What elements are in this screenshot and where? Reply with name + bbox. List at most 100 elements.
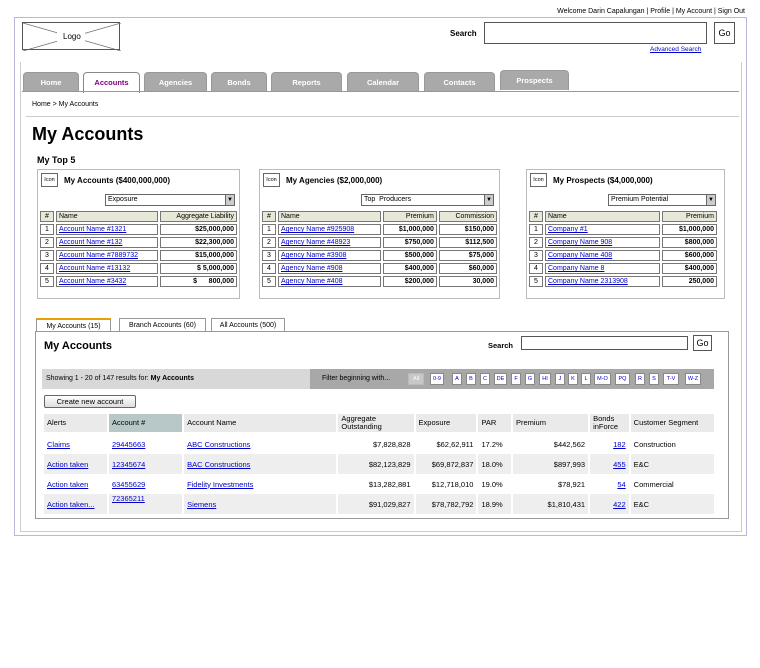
tab-branch-accounts[interactable]: Branch Accounts (60) xyxy=(119,318,206,332)
col-header-aggregate-outstanding[interactable]: Aggregate Outstanding xyxy=(338,414,414,434)
panel-search-go-button[interactable]: Go xyxy=(693,335,712,351)
account-name-link[interactable]: Siemens xyxy=(187,499,217,509)
filter-de[interactable]: DE xyxy=(494,373,507,385)
welcome-text: Welcome Darin Capalungan xyxy=(557,8,645,15)
my-account-link[interactable]: My Account xyxy=(675,8,713,15)
col-header-alerts[interactable]: Alerts xyxy=(44,414,107,434)
filter-c[interactable]: C xyxy=(480,373,490,385)
bonds-inforce-link[interactable]: 422 xyxy=(613,499,626,509)
company-link[interactable]: Company Name 8 xyxy=(548,265,605,272)
col-header-bonds-inforce[interactable]: Bonds inForce xyxy=(590,414,629,434)
company-link[interactable]: Company Name 908 xyxy=(548,239,613,246)
row-number: 4 xyxy=(40,263,54,274)
account-number-link[interactable]: 12345674 xyxy=(111,459,146,469)
company-link[interactable]: Company Name 408 xyxy=(548,252,613,259)
alert-link[interactable]: Action taken... xyxy=(47,499,95,509)
customer-segment: E&C xyxy=(630,454,714,474)
panel-search-input[interactable] xyxy=(521,336,688,350)
top-prospects-table: # Name Premium 1 Company #1 $1,000,000 2 Co… xyxy=(527,209,719,289)
account-number-link[interactable]: 72365211 xyxy=(111,494,145,503)
bonds-inforce-link[interactable]: 455 xyxy=(613,459,626,469)
tab-agencies[interactable]: Agencies xyxy=(144,72,207,92)
row-number: 1 xyxy=(262,224,276,235)
breadcrumb[interactable]: Home > My Accounts xyxy=(32,101,99,108)
bonds-inforce-link[interactable]: 182 xyxy=(613,439,626,449)
col-header: Premium xyxy=(383,211,437,222)
account-link[interactable]: Account Name #3432 xyxy=(59,278,127,285)
agencies-sort-select[interactable]: Top Producers ▼ xyxy=(361,194,494,206)
alert-link[interactable]: Action taken xyxy=(47,479,89,489)
top-prospects-widget: Icon My Prospects ($4,000,000) Premium P… xyxy=(526,169,725,299)
account-link[interactable]: Account Name #7889732 xyxy=(59,252,138,259)
tab-bar-divider xyxy=(22,91,739,92)
search-go-button[interactable]: Go xyxy=(714,22,735,44)
account-name-link[interactable]: BAC Constructions xyxy=(187,459,251,469)
agency-link[interactable]: Agency Name #908 xyxy=(281,265,343,272)
bonds-inforce-link[interactable]: 54 xyxy=(617,479,626,489)
agency-link[interactable]: Agency Name #3908 xyxy=(281,252,347,259)
results-scope: My Accounts xyxy=(150,375,194,382)
liability-value: $15,000,000 xyxy=(160,250,237,261)
search-input[interactable] xyxy=(484,22,707,44)
tab-all-accounts[interactable]: All Accounts (500) xyxy=(211,318,285,332)
company-link[interactable]: Company Name 2313908 xyxy=(548,278,628,285)
agency-link[interactable]: Agency Name #48923 xyxy=(281,239,351,246)
filter-all[interactable]: All xyxy=(408,373,424,385)
filter-f[interactable]: F xyxy=(511,373,521,385)
tab-calendar[interactable]: Calendar xyxy=(347,72,419,92)
alert-link[interactable]: Claims xyxy=(47,439,70,449)
account-link[interactable]: Account Name #13132 xyxy=(59,265,131,272)
profile-link[interactable]: Profile xyxy=(650,8,671,15)
col-header-par[interactable]: PAR xyxy=(478,414,511,434)
row-number: 2 xyxy=(529,237,543,248)
filter-r[interactable]: R xyxy=(635,373,645,385)
company-link[interactable]: Company #1 xyxy=(548,226,588,233)
aggregate-outstanding: $13,282,881 xyxy=(368,479,411,489)
prospects-sort-select[interactable]: Premium Potential ▼ xyxy=(608,194,716,206)
account-name-link[interactable]: Fidelity Investments xyxy=(187,479,254,489)
col-header-customer-segment[interactable]: Customer Segment xyxy=(630,414,714,434)
agency-link[interactable]: Agency Name #408 xyxy=(281,278,343,285)
col-header-account-name[interactable]: Account Name xyxy=(184,414,337,434)
alert-link[interactable]: Action taken xyxy=(47,459,89,469)
col-header-account-number[interactable]: Account # xyxy=(108,414,183,434)
filter-w-z[interactable]: W-Z xyxy=(685,373,701,385)
row-number: 3 xyxy=(529,250,543,261)
filter-0-9[interactable]: 0-9 xyxy=(430,373,444,385)
tab-reports[interactable]: Reports xyxy=(271,72,342,92)
col-header-exposure[interactable]: Exposure xyxy=(415,414,477,434)
filter-m-o[interactable]: M-O xyxy=(594,373,611,385)
sign-out-link[interactable]: Sign Out xyxy=(717,8,745,15)
account-number-link[interactable]: 63455629 xyxy=(111,479,146,489)
row-number: 4 xyxy=(262,263,276,274)
filter-l[interactable]: L xyxy=(581,373,591,385)
tab-bonds[interactable]: Bonds xyxy=(211,72,267,92)
filter-k[interactable]: K xyxy=(568,373,578,385)
account-number-link[interactable]: 29445663 xyxy=(111,439,146,449)
agency-link[interactable]: Agency Name #925908 xyxy=(281,226,355,233)
advanced-search-link[interactable]: Advanced Search xyxy=(650,46,702,53)
filter-a[interactable]: A xyxy=(452,373,462,385)
filter-g[interactable]: G xyxy=(525,373,535,385)
tab-home[interactable]: Home xyxy=(23,72,79,92)
filter-pq[interactable]: PQ xyxy=(615,373,630,385)
filter-s[interactable]: S xyxy=(649,373,659,385)
tab-accounts[interactable]: Accounts xyxy=(83,72,140,93)
widget-title: My Prospects ($4,000,000) xyxy=(553,176,653,185)
tab-contacts[interactable]: Contacts xyxy=(424,72,495,92)
logo: Logo xyxy=(22,22,121,51)
tab-prospects[interactable]: Prospects xyxy=(500,70,569,90)
accounts-sort-select[interactable]: Exposure ▼ xyxy=(105,194,235,206)
filter-j[interactable]: J xyxy=(555,373,565,385)
account-name-link[interactable]: ABC Constructions xyxy=(187,439,251,449)
widget-title: My Accounts ($400,000,000) xyxy=(64,176,170,185)
filter-hi[interactable]: HI xyxy=(539,373,551,385)
create-account-button[interactable]: Create new account xyxy=(44,395,136,408)
top-accounts-widget: Icon My Accounts ($400,000,000) Exposure… xyxy=(37,169,240,299)
account-link[interactable]: Account Name #1321 xyxy=(59,226,127,233)
filter-t-v[interactable]: T-V xyxy=(663,373,679,385)
tab-my-accounts[interactable]: My Accounts (15) xyxy=(36,318,111,333)
filter-b[interactable]: B xyxy=(466,373,476,385)
col-header-premium[interactable]: Premium xyxy=(512,414,589,434)
account-link[interactable]: Account Name #132 xyxy=(59,239,123,246)
